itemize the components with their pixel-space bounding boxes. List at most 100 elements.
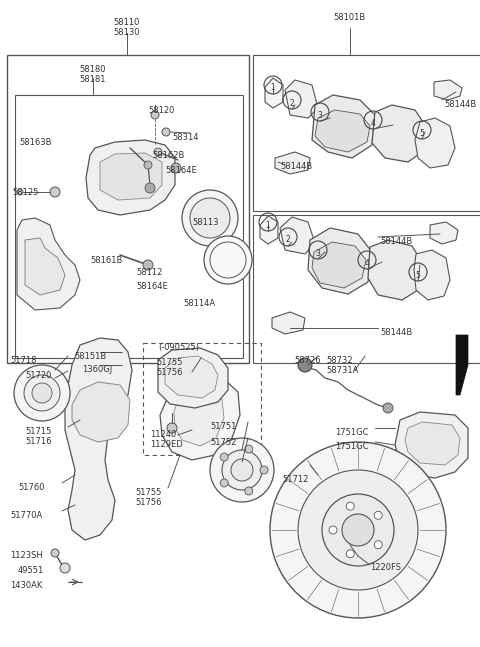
Text: 58164E: 58164E	[165, 166, 197, 175]
Text: 1220FS: 1220FS	[370, 563, 401, 572]
Text: 58120: 58120	[148, 106, 174, 115]
Polygon shape	[456, 335, 468, 395]
Text: 58314: 58314	[172, 133, 199, 142]
Polygon shape	[265, 78, 283, 108]
Text: 1: 1	[265, 221, 270, 230]
Circle shape	[342, 514, 374, 546]
Circle shape	[32, 383, 52, 403]
Text: 4: 4	[365, 259, 370, 267]
Circle shape	[222, 450, 262, 490]
Text: 51715
51716: 51715 51716	[25, 427, 51, 446]
Polygon shape	[395, 412, 468, 478]
Polygon shape	[275, 152, 310, 174]
Polygon shape	[372, 105, 425, 162]
Text: 58125: 58125	[12, 188, 38, 197]
Bar	[7, 55, 249, 363]
Circle shape	[346, 502, 354, 510]
Polygon shape	[308, 228, 372, 294]
Text: 51760: 51760	[18, 483, 45, 492]
Polygon shape	[86, 140, 175, 215]
Bar	[253, 215, 480, 363]
Circle shape	[60, 563, 70, 573]
Circle shape	[151, 111, 159, 119]
Text: 58101B: 58101B	[334, 13, 366, 22]
Text: 51720: 51720	[25, 371, 51, 380]
Circle shape	[167, 423, 177, 433]
Text: 5: 5	[416, 270, 420, 280]
Text: 11240
1129ED: 11240 1129ED	[150, 430, 183, 450]
Text: 58110
58130: 58110 58130	[114, 18, 140, 38]
Circle shape	[145, 183, 155, 193]
Text: 58164E: 58164E	[136, 282, 168, 291]
Text: 58144B: 58144B	[280, 162, 312, 171]
Text: 1430AK: 1430AK	[10, 581, 42, 590]
Bar	[15, 95, 243, 358]
Text: 2: 2	[289, 98, 294, 107]
Circle shape	[210, 438, 274, 502]
Circle shape	[322, 494, 394, 566]
Polygon shape	[434, 80, 462, 100]
Polygon shape	[315, 110, 370, 152]
Circle shape	[143, 260, 153, 270]
Circle shape	[374, 511, 382, 520]
Text: 58112: 58112	[136, 268, 162, 277]
Circle shape	[270, 442, 446, 618]
Text: 51718: 51718	[10, 356, 36, 365]
Polygon shape	[272, 312, 305, 334]
Polygon shape	[160, 378, 240, 460]
Circle shape	[220, 453, 228, 461]
Text: 58161B: 58161B	[90, 256, 122, 265]
Text: 5: 5	[420, 129, 424, 138]
Bar	[143, 343, 261, 455]
Circle shape	[231, 459, 253, 481]
Polygon shape	[72, 382, 130, 442]
Circle shape	[298, 358, 312, 372]
Circle shape	[374, 541, 382, 549]
Circle shape	[154, 148, 162, 156]
Circle shape	[14, 365, 70, 421]
Text: 58162B: 58162B	[152, 151, 184, 160]
Text: 51752: 51752	[210, 438, 236, 447]
Circle shape	[182, 190, 238, 246]
Text: 1751GC: 1751GC	[335, 428, 369, 437]
Text: 2: 2	[286, 236, 290, 245]
Circle shape	[190, 198, 230, 238]
Circle shape	[298, 470, 418, 590]
Polygon shape	[65, 338, 132, 540]
Text: 3: 3	[315, 248, 321, 258]
Polygon shape	[25, 238, 65, 295]
Polygon shape	[165, 356, 218, 398]
Text: 4: 4	[371, 118, 375, 127]
Polygon shape	[100, 153, 162, 200]
Text: 58144B: 58144B	[380, 328, 412, 337]
Text: 58151B: 58151B	[74, 352, 106, 361]
Polygon shape	[415, 118, 455, 168]
Circle shape	[245, 487, 253, 495]
Circle shape	[245, 445, 253, 453]
Text: 51755
51756: 51755 51756	[156, 358, 182, 377]
Polygon shape	[312, 95, 375, 158]
Circle shape	[260, 466, 268, 474]
Text: 58726: 58726	[294, 356, 321, 365]
Polygon shape	[368, 240, 422, 300]
Text: 58113: 58113	[192, 218, 218, 227]
Text: 58163B: 58163B	[19, 138, 51, 147]
Circle shape	[204, 236, 252, 284]
Polygon shape	[17, 218, 80, 310]
Polygon shape	[285, 80, 318, 118]
Text: 58732
58731A: 58732 58731A	[326, 356, 359, 375]
Circle shape	[171, 163, 181, 173]
Text: 51751: 51751	[210, 422, 236, 431]
Circle shape	[50, 187, 60, 197]
Text: 58180
58181: 58180 58181	[80, 65, 106, 84]
Text: 58114A: 58114A	[183, 299, 215, 308]
Polygon shape	[312, 242, 366, 288]
Text: 1123SH: 1123SH	[10, 551, 43, 560]
Polygon shape	[174, 390, 224, 446]
Polygon shape	[260, 216, 278, 244]
Text: 51755
51756: 51755 51756	[135, 488, 161, 507]
Text: 58144B: 58144B	[444, 100, 476, 109]
Circle shape	[329, 526, 337, 534]
Polygon shape	[158, 348, 228, 408]
Circle shape	[383, 403, 393, 413]
